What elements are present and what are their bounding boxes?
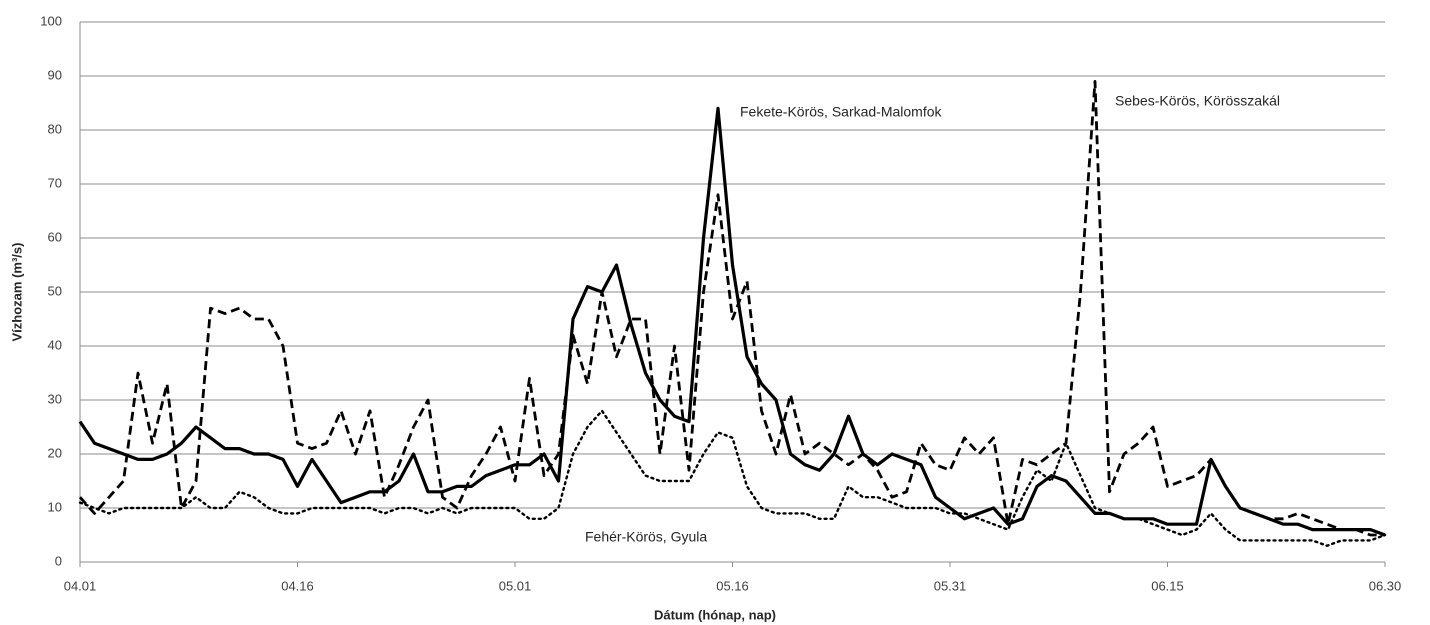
series-label: Fehér-Körös, Gyula xyxy=(585,529,707,545)
x-tick-label: 06.15 xyxy=(1151,578,1184,593)
series-label: Sebes-Körös, Körösszakál xyxy=(1115,93,1280,109)
y-tick-label: 40 xyxy=(48,337,62,352)
y-tick-label: 90 xyxy=(48,67,62,82)
y-tick-label: 10 xyxy=(48,499,62,514)
y-tick-label: 20 xyxy=(48,445,62,460)
x-tick-label: 04.16 xyxy=(281,578,314,593)
y-tick-label: 100 xyxy=(40,13,62,28)
x-tick-label: 05.01 xyxy=(499,578,532,593)
x-axis-label: Dátum (hónap, nap) xyxy=(654,607,776,622)
y-tick-label: 70 xyxy=(48,175,62,190)
x-tick-label: 04.01 xyxy=(64,578,97,593)
series-label: Fekete-Körös, Sarkad-Malomfok xyxy=(740,104,943,120)
y-tick-label: 50 xyxy=(48,283,62,298)
y-tick-label: 0 xyxy=(55,553,62,568)
series-line xyxy=(78,80,1385,537)
x-tick-label: 06.30 xyxy=(1369,578,1402,593)
series-line xyxy=(78,106,1386,537)
y-tick-label: 60 xyxy=(48,229,62,244)
y-tick-label: 80 xyxy=(48,121,62,136)
y-axis-label: Vízhozam (m³/s) xyxy=(9,243,24,342)
x-tick-label: 05.16 xyxy=(716,578,749,593)
x-tick-label: 05.31 xyxy=(934,578,967,593)
series-line xyxy=(78,409,1387,547)
y-tick-label: 30 xyxy=(48,391,62,406)
